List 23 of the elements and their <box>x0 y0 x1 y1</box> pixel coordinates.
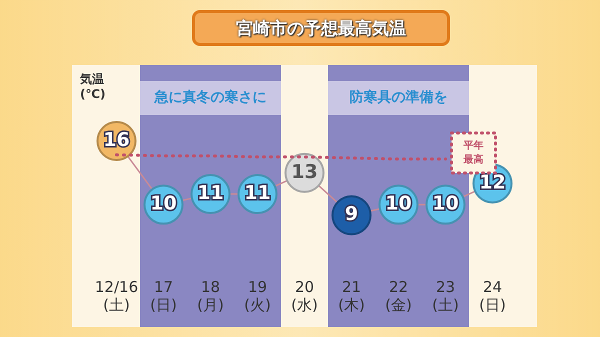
series-label: 平年最高 <box>462 140 484 166</box>
band-label: 防寒具の準備を <box>350 88 448 106</box>
data-label: 10 <box>432 192 459 215</box>
x-tick-label: 18 (月) <box>197 278 224 314</box>
y-axis-title: 気温 (℃) <box>80 72 106 102</box>
x-tick-label: 17 (日) <box>150 278 177 314</box>
data-label: 11 <box>197 182 224 204</box>
x-tick-label: 20 (水) <box>291 278 318 314</box>
x-tick-label: 12/16 (土) <box>94 278 138 314</box>
x-tick-label: 19 (火) <box>244 278 271 314</box>
data-label: 10 <box>150 192 177 215</box>
data-label: 16 <box>103 128 130 151</box>
data-label: 13 <box>291 160 318 183</box>
x-tick-label: 23 (土) <box>432 278 459 314</box>
data-label: 12 <box>479 171 506 194</box>
data-label: 10 <box>385 192 412 215</box>
data-label: 11 <box>244 182 271 204</box>
x-tick-label: 24 (日) <box>479 278 506 314</box>
chart-title: 宮崎市の予想最高気温 <box>192 10 450 46</box>
x-tick-label: 21 (木) <box>338 278 365 314</box>
band-label: 急に真冬の寒さに <box>154 88 266 106</box>
data-label: 9 <box>344 203 358 226</box>
x-tick-label: 22 (金) <box>385 278 412 314</box>
